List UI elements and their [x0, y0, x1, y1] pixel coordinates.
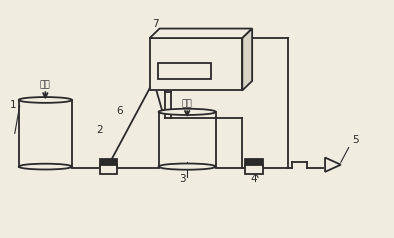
Ellipse shape: [19, 164, 72, 169]
Bar: [100, 159, 117, 167]
Text: 2: 2: [97, 125, 103, 135]
Ellipse shape: [19, 97, 72, 103]
Text: 6: 6: [116, 106, 123, 116]
Polygon shape: [242, 29, 252, 90]
Bar: [245, 159, 263, 167]
Text: 气压: 气压: [182, 99, 193, 108]
Bar: [100, 165, 117, 174]
Polygon shape: [19, 100, 72, 167]
Text: 7: 7: [152, 19, 158, 29]
Bar: [245, 165, 263, 174]
Text: 1: 1: [10, 100, 17, 110]
Text: 气压: 气压: [40, 80, 51, 89]
Polygon shape: [150, 29, 252, 38]
Text: 4: 4: [250, 174, 257, 184]
Text: 3: 3: [179, 174, 186, 184]
Polygon shape: [158, 112, 216, 167]
Ellipse shape: [158, 109, 216, 115]
Polygon shape: [325, 158, 341, 172]
Text: 5: 5: [353, 135, 359, 145]
Bar: [150, 38, 242, 90]
Ellipse shape: [158, 164, 216, 170]
Bar: [158, 63, 211, 79]
